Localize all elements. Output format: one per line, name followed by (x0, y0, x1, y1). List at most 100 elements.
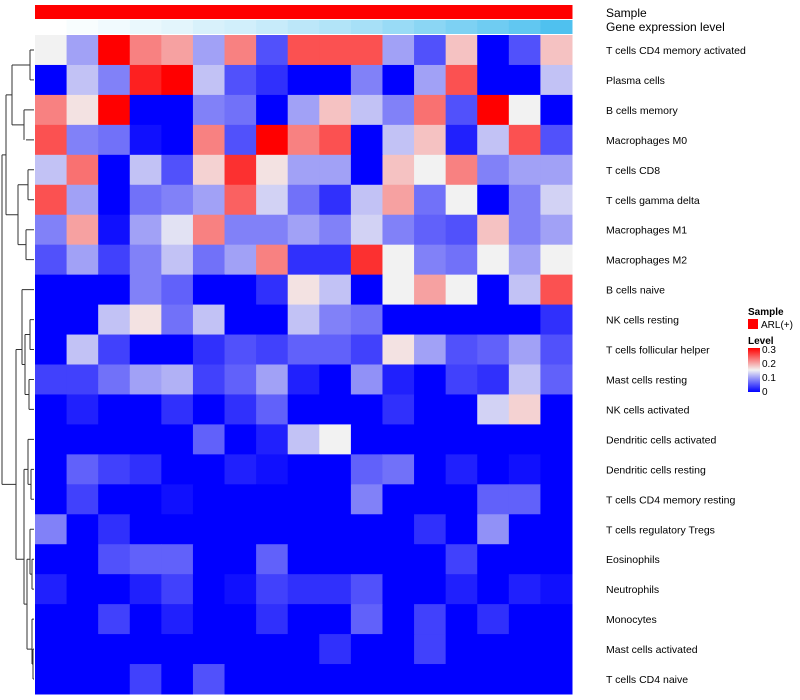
heatmap-cell (414, 604, 447, 635)
heatmap-cell (445, 514, 478, 545)
heatmap-cell (161, 514, 194, 545)
row-label: T cells regulatory Tregs (606, 524, 715, 536)
heatmap-cell (382, 574, 415, 605)
legend-sample-entry: ARL(+) (761, 320, 793, 331)
heatmap-cell (382, 484, 415, 515)
heatmap-cell (192, 244, 226, 276)
heatmap-cell (161, 304, 194, 336)
heatmap-cell (350, 454, 383, 485)
heatmap-cell (508, 64, 541, 96)
annotation-sample-cell (224, 5, 257, 19)
heatmap-cell (192, 424, 226, 455)
heatmap-cell (508, 514, 541, 545)
heatmap-cell (414, 574, 447, 605)
legend-sample-swatch (748, 319, 758, 329)
heatmap-cell (256, 274, 289, 306)
heatmap-cell (540, 214, 573, 246)
heatmap-cell (98, 334, 131, 365)
heatmap-cell (445, 244, 478, 276)
heatmap-cell (224, 394, 257, 425)
heatmap-cell (161, 544, 194, 575)
heatmap-cell (66, 634, 99, 665)
heatmap-cell (192, 214, 226, 246)
heatmap-cell (66, 124, 99, 156)
heatmap-cell (256, 394, 289, 425)
heatmap-cell (35, 424, 68, 455)
heatmap-cell (161, 394, 194, 425)
heatmap-cell (445, 274, 478, 306)
heatmap-cell (445, 664, 478, 695)
annotation-expression-cell (35, 20, 68, 34)
heatmap-cell (35, 124, 68, 156)
heatmap-cell (224, 154, 257, 186)
heatmap-cell (319, 304, 352, 336)
dendrogram-branch (30, 528, 34, 590)
annotation-sample-cell (129, 5, 162, 19)
heatmap-cell (98, 394, 131, 425)
annotation-sample-cell (192, 5, 226, 19)
annotation-expression-cell (66, 20, 99, 34)
heatmap-cell (414, 454, 447, 485)
heatmap-cell (445, 184, 478, 216)
heatmap-cell (161, 664, 194, 695)
heatmap-cell (414, 35, 447, 66)
heatmap-cell (350, 334, 383, 365)
annotation-sample-cell (98, 5, 131, 19)
heatmap-cell (224, 664, 257, 695)
dendrogram-branch (22, 289, 34, 351)
heatmap-cell (256, 244, 289, 276)
heatmap-cell (287, 304, 320, 336)
heatmap-cell (319, 394, 352, 425)
heatmap-cell (66, 604, 99, 635)
row-label: Monocytes (606, 614, 657, 626)
heatmap-cell (287, 454, 320, 485)
heatmap-cell (382, 604, 415, 635)
heatmap-cell (224, 94, 257, 126)
heatmap-cell (508, 184, 541, 216)
row-label: Plasma cells (606, 75, 665, 87)
heatmap-cell (414, 214, 447, 246)
heatmap-cell (508, 394, 541, 425)
heatmap-cell (256, 64, 289, 96)
heatmap-cell (224, 334, 257, 365)
heatmap-cell (350, 484, 383, 515)
heatmap-cell (319, 544, 352, 575)
heatmap-cell (508, 274, 541, 306)
heatmap-cell (66, 64, 99, 96)
heatmap-cell (382, 544, 415, 575)
heatmap-cell (35, 364, 68, 395)
heatmap-cell (414, 154, 447, 186)
heatmap-cell (508, 94, 541, 126)
heatmap-cell (319, 514, 352, 545)
heatmap-cell (161, 35, 194, 66)
row-label: T cells gamma delta (606, 195, 700, 207)
annotation-expression-cell (540, 20, 573, 34)
heatmap-cell (35, 214, 68, 246)
heatmap-cell (35, 454, 68, 485)
heatmap-cell (98, 304, 131, 336)
heatmap-cell (540, 634, 573, 665)
heatmap-cell (129, 64, 162, 96)
heatmap-cell (508, 424, 541, 455)
heatmap-cell (540, 454, 573, 485)
heatmap-cell (319, 154, 352, 186)
heatmap-cell (350, 664, 383, 695)
heatmap-cell (445, 154, 478, 186)
heatmap-cell (192, 634, 226, 665)
heatmap-cell (192, 514, 226, 545)
heatmap-cell (319, 244, 352, 276)
heatmap-cell (129, 544, 162, 575)
heatmap-cell (256, 154, 289, 186)
heatmap-cell (192, 64, 226, 96)
heatmap-cell (445, 574, 478, 605)
legend-level-colorbar (748, 348, 760, 392)
annotation-sample-cell (161, 5, 194, 19)
heatmap-cell (66, 394, 99, 425)
legend-level-tick-1: 0.2 (762, 359, 776, 370)
heatmap-cell (35, 94, 68, 126)
annotation-expression-cell (129, 20, 162, 34)
heatmap-cell (287, 154, 320, 186)
heatmap-cell (350, 154, 383, 186)
heatmap-cell (98, 634, 131, 665)
heatmap-cell (287, 634, 320, 665)
